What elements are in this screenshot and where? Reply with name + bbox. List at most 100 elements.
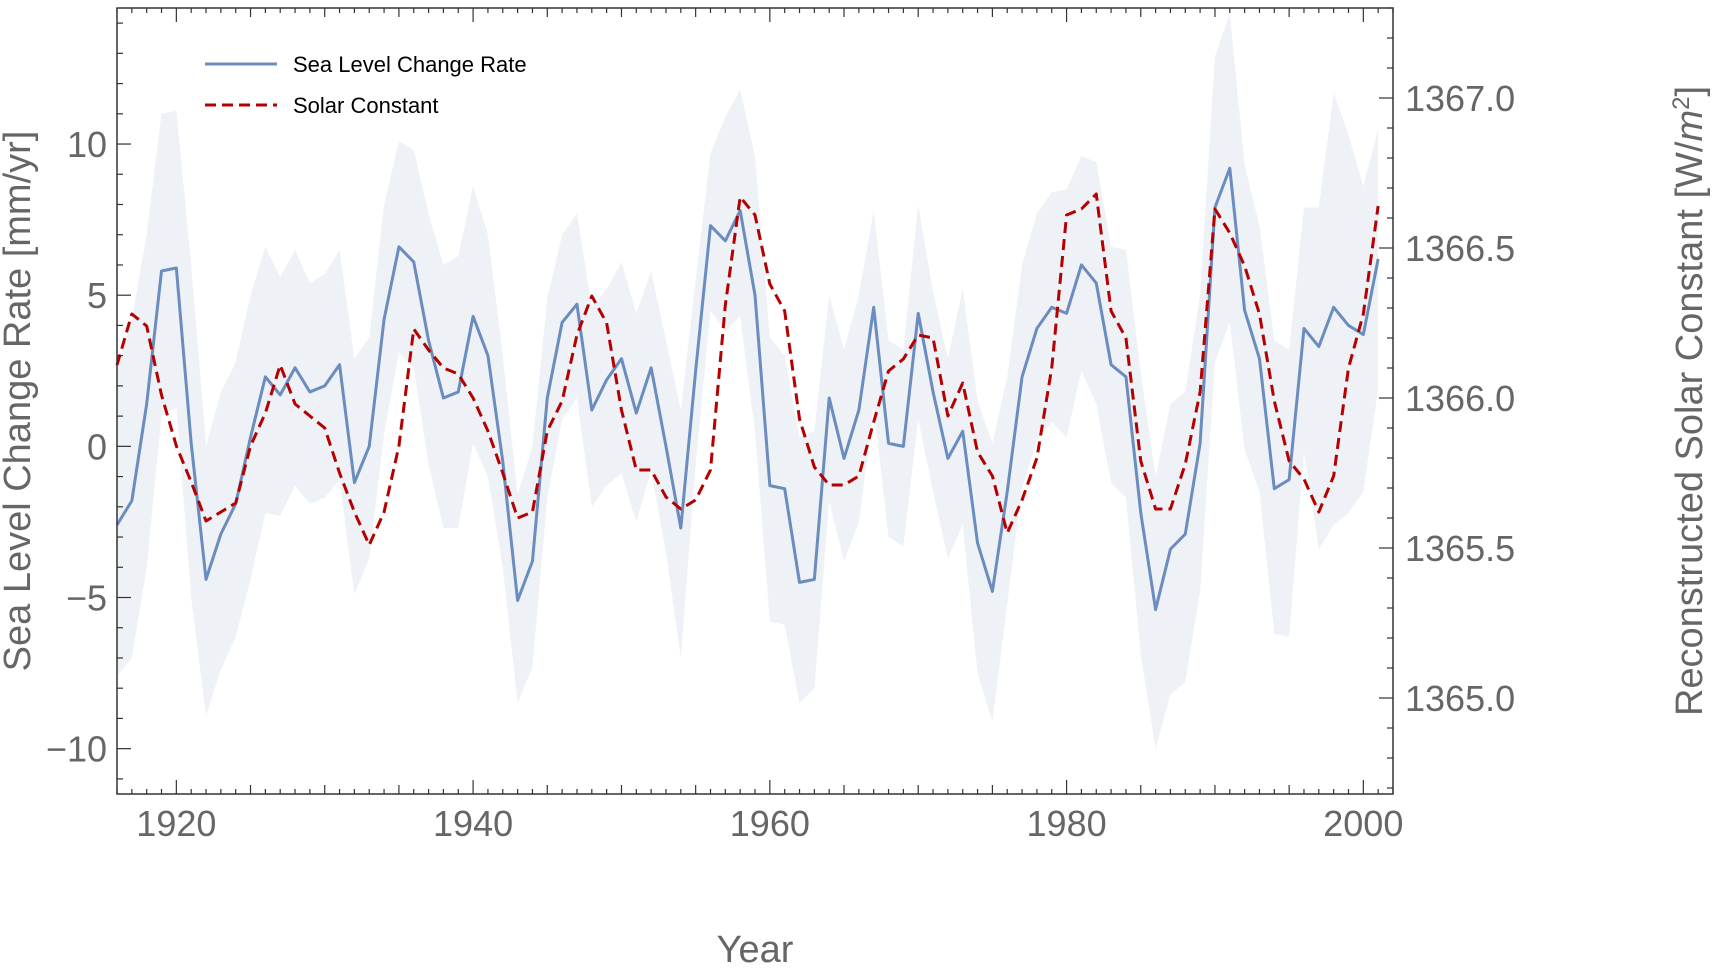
solar-constant-point: [1332, 474, 1336, 478]
sea-level-point: [456, 390, 460, 394]
solar-constant-point: [323, 426, 327, 430]
sea-level-point: [293, 366, 297, 370]
solar-constant-point: [1124, 336, 1128, 340]
y-left-axis-ticks: −10 −5 0 5 10: [46, 22, 131, 780]
solar-constant-point: [575, 333, 579, 337]
sea-level-point: [679, 526, 683, 530]
solar-constant-point: [605, 321, 609, 325]
solar-constant-point: [145, 324, 149, 328]
solar-constant-point: [1302, 477, 1306, 481]
solar-constant-point: [1287, 459, 1291, 463]
sea-level-point: [990, 589, 994, 593]
y-left-tick-label: 10: [67, 124, 107, 165]
sea-level-point: [768, 484, 772, 488]
solar-constant-point: [619, 408, 623, 412]
x-tick-label: 1940: [433, 803, 513, 844]
solar-constant-point: [783, 309, 787, 313]
sea-level-point: [1124, 375, 1128, 379]
solar-constant-point: [857, 474, 861, 478]
solar-constant-point: [441, 366, 445, 370]
y-right-tick-label: 1365.5: [1405, 528, 1515, 569]
y-left-tick-label: 0: [87, 426, 107, 467]
sea-level-point: [189, 441, 193, 445]
sea-level-point: [1020, 375, 1024, 379]
solar-constant-point: [976, 450, 980, 454]
series-line-sea-level: [115, 166, 1380, 612]
sea-level-point: [753, 293, 757, 297]
y-right-tick-label: 1366.0: [1405, 378, 1515, 419]
y-right-tick-label: 1366.5: [1405, 228, 1515, 269]
sea-level-point: [619, 357, 623, 361]
y-left-axis-title: Sea Level Change Rate [mm/yr]: [0, 131, 39, 672]
solar-constant-point: [174, 444, 178, 448]
solar-constant-point: [249, 444, 253, 448]
sea-level-point: [219, 532, 223, 536]
solar-constant-point: [634, 468, 638, 472]
sea-level-point: [516, 599, 520, 603]
sea-level-point: [1257, 357, 1261, 361]
sea-level-point: [664, 444, 668, 448]
sea-level-point: [1198, 441, 1202, 445]
sea-level-point: [1272, 487, 1276, 491]
solar-constant-point: [263, 411, 267, 415]
solar-constant-point: [367, 543, 371, 547]
legend: Sea Level Change Rate Solar Constant: [205, 52, 527, 118]
solar-constant-point: [1213, 207, 1217, 211]
solar-constant-point: [427, 348, 431, 352]
y-right-axis-title-suffix: ]: [1669, 86, 1711, 97]
solar-constant-point: [219, 510, 223, 514]
sea-level-point: [160, 269, 164, 273]
solar-constant-point: [1079, 207, 1083, 211]
solar-constant-point: [545, 429, 549, 433]
y-left-tick-label: −5: [66, 578, 107, 619]
solar-constant-point: [664, 495, 668, 499]
sea-level-point: [827, 396, 831, 400]
sea-level-point: [545, 396, 549, 400]
sea-level-point: [501, 459, 505, 463]
solar-constant-point: [456, 372, 460, 376]
sea-level-point: [441, 396, 445, 400]
solar-constant-point: [1198, 390, 1202, 394]
sea-level-point: [1065, 311, 1069, 315]
x-tick-label: 1920: [136, 803, 216, 844]
sea-level-point: [605, 378, 609, 382]
solar-constant-point: [590, 294, 594, 298]
sea-level-point: [723, 239, 727, 243]
solar-constant-point: [901, 357, 905, 361]
sea-level-point: [590, 408, 594, 412]
legend-label-solar-constant: Solar Constant: [293, 93, 439, 118]
x-axis-title: Year: [717, 929, 794, 971]
solar-constant-point: [204, 519, 208, 523]
sea-level-point: [352, 481, 356, 485]
sea-level-point: [887, 441, 891, 445]
sea-level-point: [1079, 263, 1083, 267]
sea-level-point: [812, 577, 816, 581]
solar-constant-point: [1065, 213, 1069, 217]
y-right-axis-title-unit: m: [1669, 110, 1711, 142]
sea-level-point: [798, 580, 802, 584]
sea-level-point: [397, 245, 401, 249]
sea-level-point: [249, 435, 253, 439]
solar-constant-point: [738, 195, 742, 199]
solar-constant-point: [1154, 507, 1158, 511]
solar-constant-point: [1243, 264, 1247, 268]
sea-level-point: [1109, 363, 1113, 367]
series-line-solar-constant: [115, 192, 1380, 547]
solar-constant-point: [1139, 459, 1143, 463]
sea-level-point: [204, 577, 208, 581]
sea-level-point: [946, 456, 950, 460]
sea-level-point: [649, 366, 653, 370]
solar-constant-point: [1346, 366, 1350, 370]
solar-constant-point: [1050, 366, 1054, 370]
sea-level-point: [560, 320, 564, 324]
sea-level-point: [1361, 332, 1365, 336]
sea-level-point: [1228, 166, 1232, 170]
solar-constant-point: [1168, 507, 1172, 511]
sea-level-point: [367, 444, 371, 448]
sea-level-point: [278, 393, 282, 397]
sea-level-point: [872, 305, 876, 309]
sea-level-point: [1317, 345, 1321, 349]
solar-constant-point: [827, 483, 831, 487]
solar-constant-point: [412, 327, 416, 331]
solar-constant-point: [516, 516, 520, 520]
